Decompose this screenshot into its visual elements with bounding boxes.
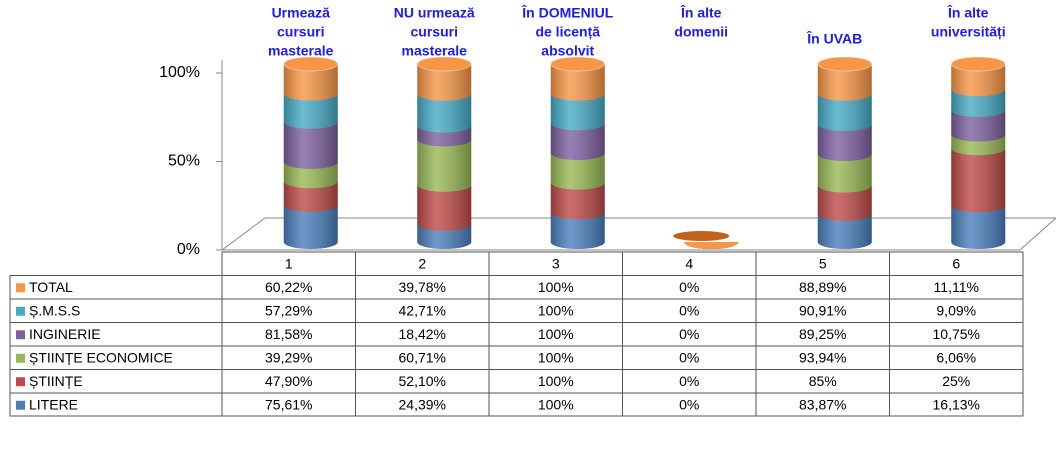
annotation: În DOMENIUL [521, 4, 613, 21]
value-label: 100% [538, 396, 574, 412]
value-label: 83,87% [799, 396, 846, 412]
value-label: 47,90% [265, 373, 312, 389]
value-label: 85% [809, 373, 837, 389]
value-label: 88,89% [799, 279, 846, 295]
value-label: 0% [679, 396, 699, 412]
value-label: 52,10% [399, 373, 446, 389]
value-label: 10,75% [933, 326, 980, 342]
value-label: 57,29% [265, 302, 312, 318]
value-label: 0% [679, 326, 699, 342]
y-tick-label: 0% [177, 241, 200, 258]
value-label: 16,13% [933, 396, 980, 412]
value-label: 25% [942, 373, 970, 389]
y-tick-label: 50% [168, 153, 200, 170]
legend-key [16, 400, 25, 410]
legend-label: Ș.M.S.S [29, 302, 80, 318]
value-label: 24,39% [399, 396, 446, 412]
cylinder-top [283, 56, 339, 72]
annotation: masterale [268, 43, 334, 59]
cylinder-shade [283, 64, 338, 250]
cylinder-top [550, 56, 606, 72]
legend-key [16, 330, 25, 340]
value-label: 100% [538, 349, 574, 365]
value-label: 0% [679, 349, 699, 365]
legend-label: TOTAL [29, 279, 73, 295]
cylinder-top [950, 56, 1006, 72]
value-label: 89,25% [799, 326, 846, 342]
value-label: 6,06% [936, 349, 976, 365]
cylinder-top [817, 56, 873, 72]
empty-base [673, 231, 730, 241]
value-label: 39,29% [265, 349, 312, 365]
annotation: În alte [680, 4, 722, 21]
category-label: 6 [952, 255, 960, 271]
value-label: 100% [538, 302, 574, 318]
legend-label: ȘTIINȚE ECONOMICE [29, 349, 173, 365]
annotation: universități [931, 24, 1006, 40]
category-label: 5 [819, 255, 827, 271]
value-label: 100% [538, 326, 574, 342]
legend-label: INGINERIE [29, 326, 101, 342]
value-label: 60,22% [265, 279, 312, 295]
annotation: absolvit [541, 43, 594, 59]
category-label: 1 [285, 255, 293, 271]
legend-key [16, 306, 25, 316]
value-label: 81,58% [265, 326, 312, 342]
cylinder-shade [817, 64, 872, 250]
annotation: În alte [947, 4, 989, 21]
cylinder-shade [417, 64, 472, 249]
value-label: 0% [679, 302, 699, 318]
value-label: 100% [538, 279, 574, 295]
annotation: domenii [674, 24, 728, 40]
annotation: masterale [402, 43, 468, 59]
y-tick-label: 100% [159, 64, 200, 81]
annotation: cursuri [277, 24, 324, 40]
value-label: 75,61% [265, 396, 312, 412]
cylinder-top [416, 56, 472, 72]
value-label: 18,42% [399, 326, 446, 342]
legend-label: LITERE [29, 396, 78, 412]
legend-key [16, 377, 25, 387]
annotation: de licență [535, 24, 600, 40]
category-label: 2 [418, 255, 426, 271]
value-label: 39,78% [399, 279, 446, 295]
value-label: 9,09% [936, 302, 976, 318]
annotation: NU urmează [394, 5, 475, 21]
value-label: 90,91% [799, 302, 846, 318]
category-label: 3 [552, 255, 560, 271]
value-label: 93,94% [799, 349, 846, 365]
cylinder-shade [951, 64, 1006, 250]
value-label: 0% [679, 373, 699, 389]
value-label: 0% [679, 279, 699, 295]
legend-label: ȘTIINȚE [29, 373, 83, 389]
cylinder-shade [550, 64, 605, 250]
annotation: Urmează [272, 5, 331, 21]
value-label: 11,11% [934, 279, 979, 295]
floor [220, 217, 1056, 251]
value-label: 100% [538, 373, 574, 389]
category-label: 4 [685, 255, 693, 271]
legend-key [16, 353, 25, 363]
value-label: 42,71% [399, 302, 446, 318]
legend-key [16, 283, 25, 293]
bar-segment [684, 242, 739, 250]
annotation: cursuri [411, 24, 458, 40]
annotation: În UVAB [806, 30, 862, 47]
value-label: 60,71% [399, 349, 446, 365]
